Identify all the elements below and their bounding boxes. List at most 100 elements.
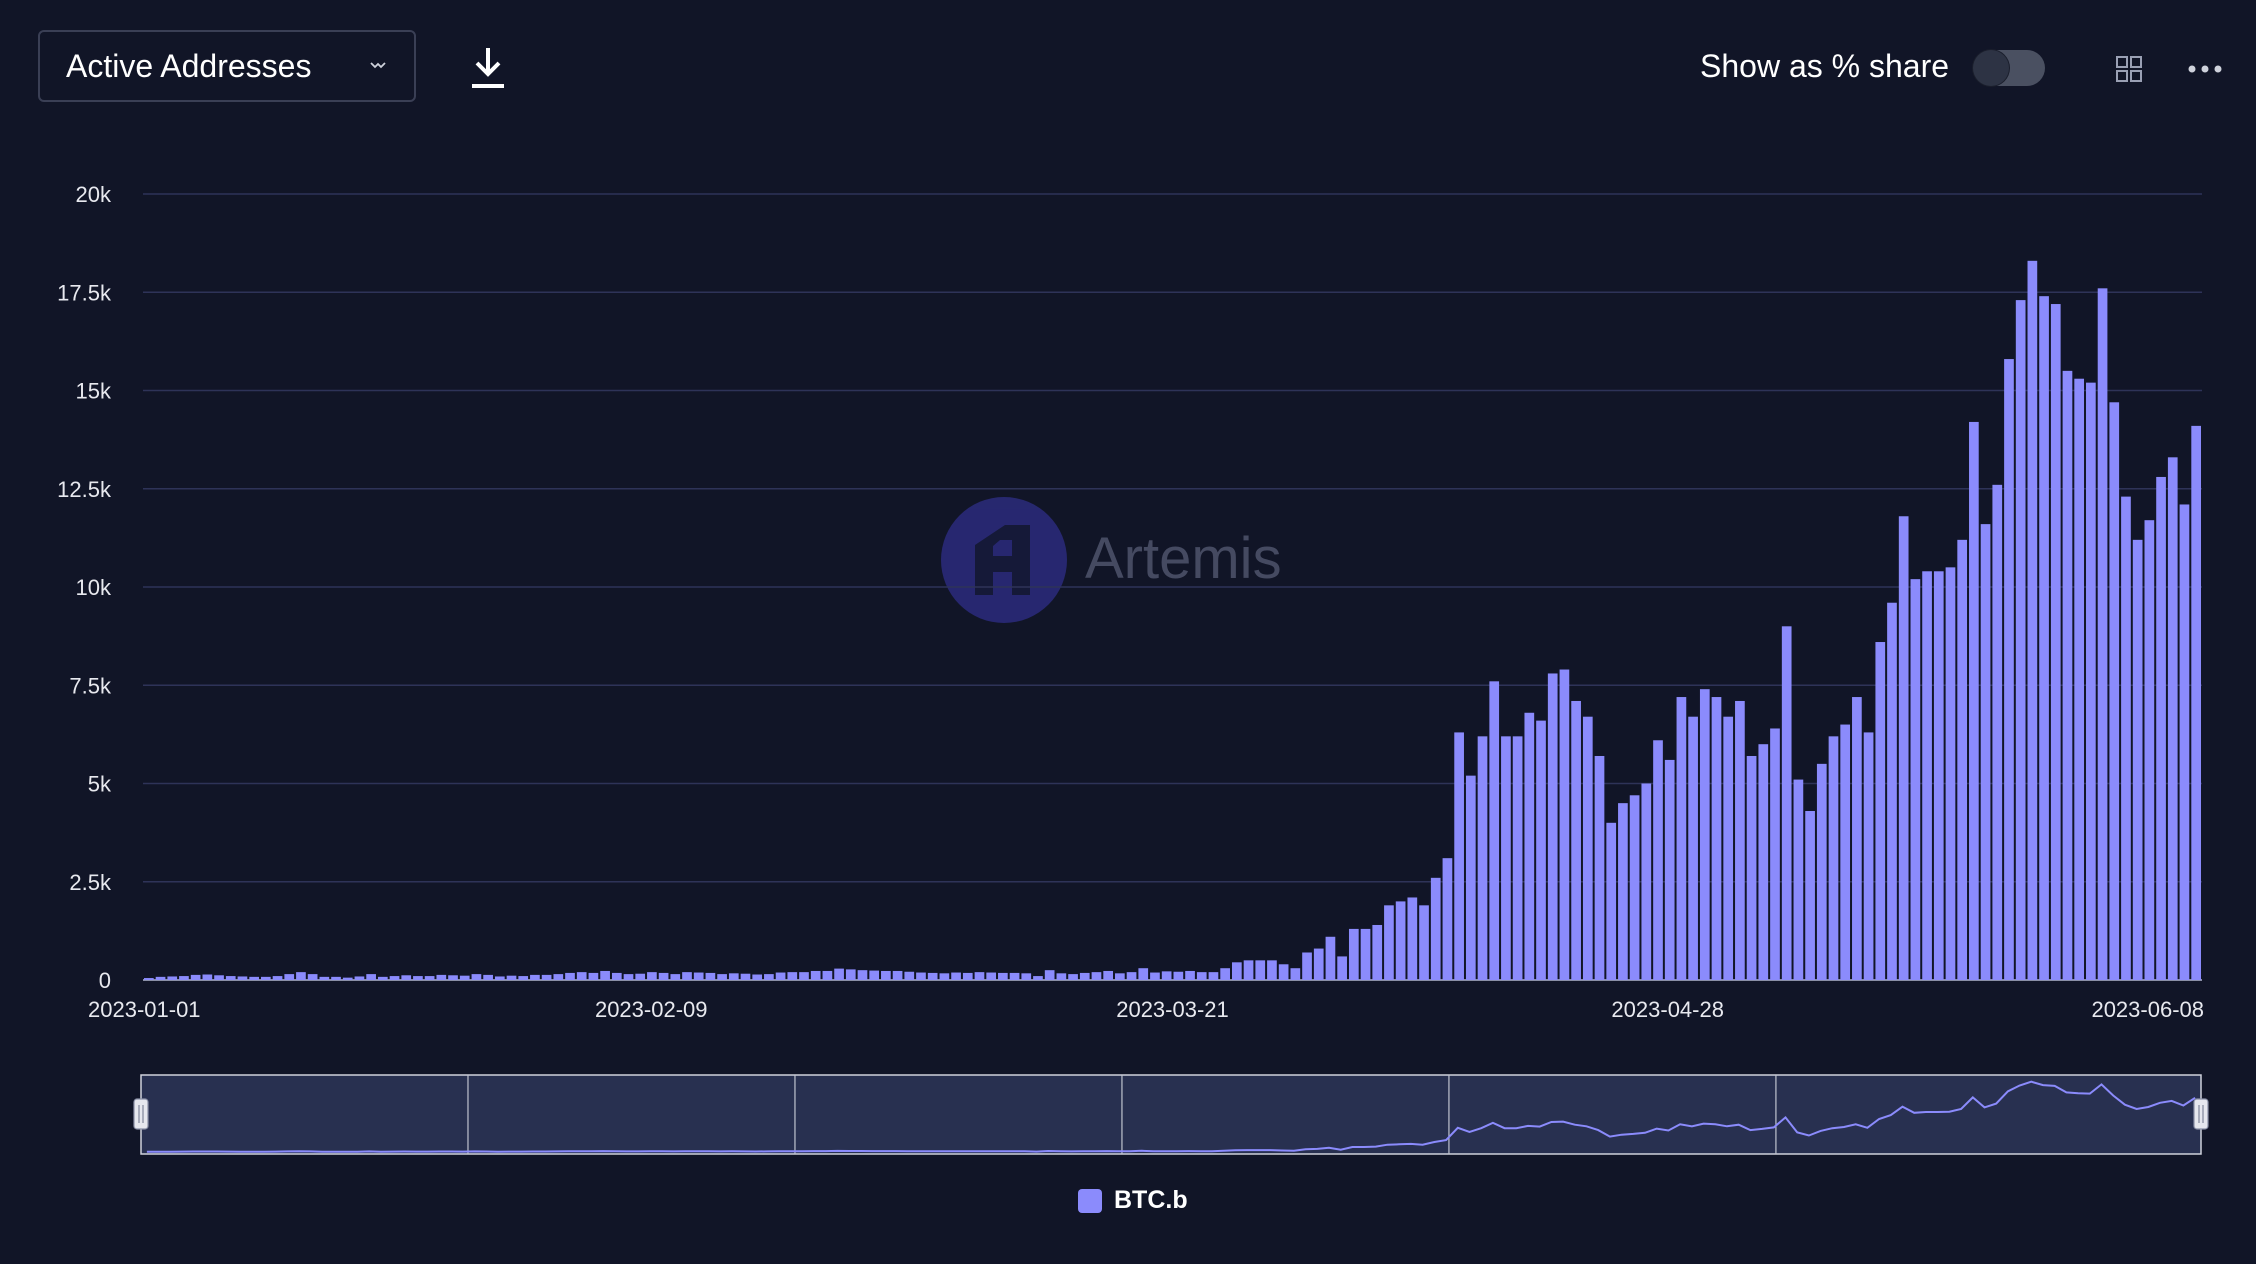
bar[interactable] <box>1325 936 1336 980</box>
bar[interactable] <box>342 977 353 980</box>
bar[interactable] <box>1875 642 1886 980</box>
bar[interactable] <box>1688 716 1698 980</box>
bar[interactable] <box>1196 972 1207 980</box>
share-toggle[interactable] <box>1973 50 2045 86</box>
bar[interactable] <box>1056 973 1067 980</box>
bar[interactable] <box>1419 905 1429 980</box>
bar[interactable] <box>1945 567 1956 980</box>
bar[interactable] <box>214 975 224 980</box>
bar[interactable] <box>1816 763 1827 980</box>
bar[interactable] <box>822 970 833 980</box>
bar[interactable] <box>857 970 868 980</box>
bar[interactable] <box>530 974 540 980</box>
bar[interactable] <box>377 976 388 980</box>
bar[interactable] <box>1933 571 1944 980</box>
bar[interactable] <box>752 974 763 980</box>
bar[interactable] <box>1033 976 1043 980</box>
bar[interactable] <box>576 972 587 980</box>
bar[interactable] <box>869 970 880 980</box>
bar[interactable] <box>670 974 681 980</box>
bar[interactable] <box>986 972 997 980</box>
bar[interactable] <box>424 976 435 980</box>
bar[interactable] <box>1021 973 1032 980</box>
bar[interactable] <box>1582 716 1593 980</box>
bar[interactable] <box>413 976 423 980</box>
bar[interactable] <box>1571 700 1581 980</box>
bar[interactable] <box>541 974 552 980</box>
bar[interactable] <box>1536 720 1546 980</box>
bar[interactable] <box>2132 539 2143 980</box>
bar[interactable] <box>401 975 412 980</box>
bar[interactable] <box>881 970 891 980</box>
bar[interactable] <box>1407 897 1418 980</box>
bar[interactable] <box>2109 402 2120 980</box>
bar[interactable] <box>1337 956 1347 980</box>
bar[interactable] <box>1348 928 1359 980</box>
bar[interactable] <box>2015 300 2026 980</box>
bar[interactable] <box>2144 520 2155 980</box>
bar[interactable] <box>1594 755 1605 980</box>
bar[interactable] <box>1079 972 1090 980</box>
bar[interactable] <box>1161 971 1172 980</box>
range-navigator[interactable] <box>133 1074 2209 1155</box>
bar[interactable] <box>1009 972 1020 980</box>
bar[interactable] <box>225 976 236 980</box>
download-icon[interactable] <box>466 44 510 92</box>
bar[interactable] <box>506 975 517 980</box>
bar[interactable] <box>1641 783 1652 981</box>
bar[interactable] <box>2004 359 2014 980</box>
bar[interactable] <box>1395 901 1406 980</box>
bar[interactable] <box>471 974 482 980</box>
bar[interactable] <box>728 973 739 980</box>
bar[interactable] <box>611 972 622 980</box>
bar[interactable] <box>167 976 178 980</box>
bar[interactable] <box>2027 260 2038 980</box>
bar[interactable] <box>2121 496 2131 980</box>
bar[interactable] <box>951 972 961 980</box>
bar[interactable] <box>658 972 669 980</box>
bar[interactable] <box>1173 971 1184 980</box>
bar[interactable] <box>331 976 341 980</box>
bar[interactable] <box>448 975 458 980</box>
navigator-handle-right[interactable] <box>2193 1098 2209 1130</box>
bar[interactable] <box>1302 952 1312 980</box>
navigator-handle-left[interactable] <box>133 1098 149 1130</box>
bar[interactable] <box>459 975 470 980</box>
bar[interactable] <box>1653 740 1663 980</box>
bar[interactable] <box>1290 968 1301 980</box>
bar[interactable] <box>927 972 938 980</box>
bar[interactable] <box>682 972 692 980</box>
bar[interactable] <box>1618 803 1628 980</box>
bar[interactable] <box>1699 689 1710 980</box>
bar[interactable] <box>1863 732 1874 980</box>
bar[interactable] <box>249 976 259 980</box>
bar[interactable] <box>1676 697 1687 980</box>
bar[interactable] <box>962 972 973 980</box>
more-icon[interactable] <box>2188 56 2222 82</box>
bar[interactable] <box>1992 484 2003 980</box>
bar[interactable] <box>1430 877 1441 980</box>
bar[interactable] <box>1559 669 1570 980</box>
bar[interactable] <box>1770 728 1780 980</box>
bar[interactable] <box>436 974 447 980</box>
bar[interactable] <box>600 970 610 980</box>
bar[interactable] <box>845 969 856 980</box>
bar[interactable] <box>1360 928 1371 980</box>
bar[interactable] <box>717 974 727 980</box>
bar[interactable] <box>2062 370 2073 981</box>
bar[interactable] <box>1243 960 1254 980</box>
bar[interactable] <box>565 972 575 980</box>
bar[interactable] <box>1313 948 1324 980</box>
bar[interactable] <box>1372 924 1383 980</box>
bar[interactable] <box>2097 288 2108 980</box>
bar[interactable] <box>179 976 189 980</box>
bar[interactable] <box>1150 972 1160 980</box>
bar[interactable] <box>1805 811 1815 980</box>
metric-select[interactable]: Active Addresses <box>38 30 416 102</box>
bar[interactable] <box>1091 972 1102 980</box>
bar[interactable] <box>1208 972 1219 980</box>
bar[interactable] <box>260 976 271 980</box>
navigator-window[interactable] <box>140 1074 2202 1155</box>
bar[interactable] <box>2156 476 2166 980</box>
bar[interactable] <box>1980 524 1991 980</box>
